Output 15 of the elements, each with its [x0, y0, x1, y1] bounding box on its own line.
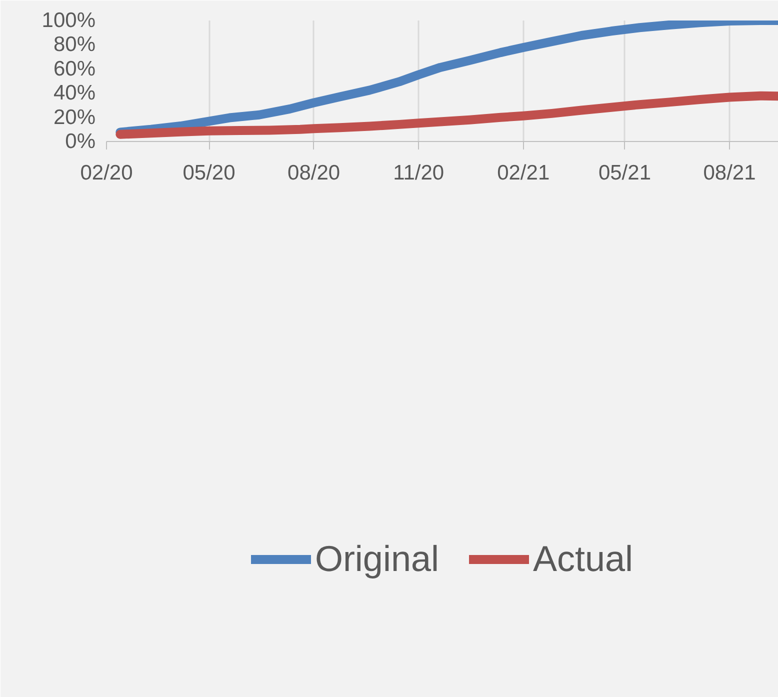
legend-label: Actual [533, 538, 634, 580]
x-tick-label: 08/20 [288, 162, 340, 184]
y-tick-label: 40% [53, 82, 96, 105]
x-tick-label: 11/20 [393, 162, 444, 184]
y-tick-label: 60% [53, 57, 96, 80]
x-tick-label: 02/20 [80, 162, 133, 184]
x-tick-label: 08/21 [703, 162, 756, 184]
y-tick-label: 0% [65, 130, 96, 153]
y-tick-label: 80% [53, 33, 96, 56]
y-tick-label: 20% [53, 106, 96, 129]
x-tick-label: 02/21 [497, 162, 550, 184]
x-tick-label: 05/20 [182, 162, 236, 184]
y-tick-label: 100% [42, 9, 96, 32]
x-tick-label: 05/21 [598, 162, 652, 184]
legend-label: Original [314, 538, 439, 580]
